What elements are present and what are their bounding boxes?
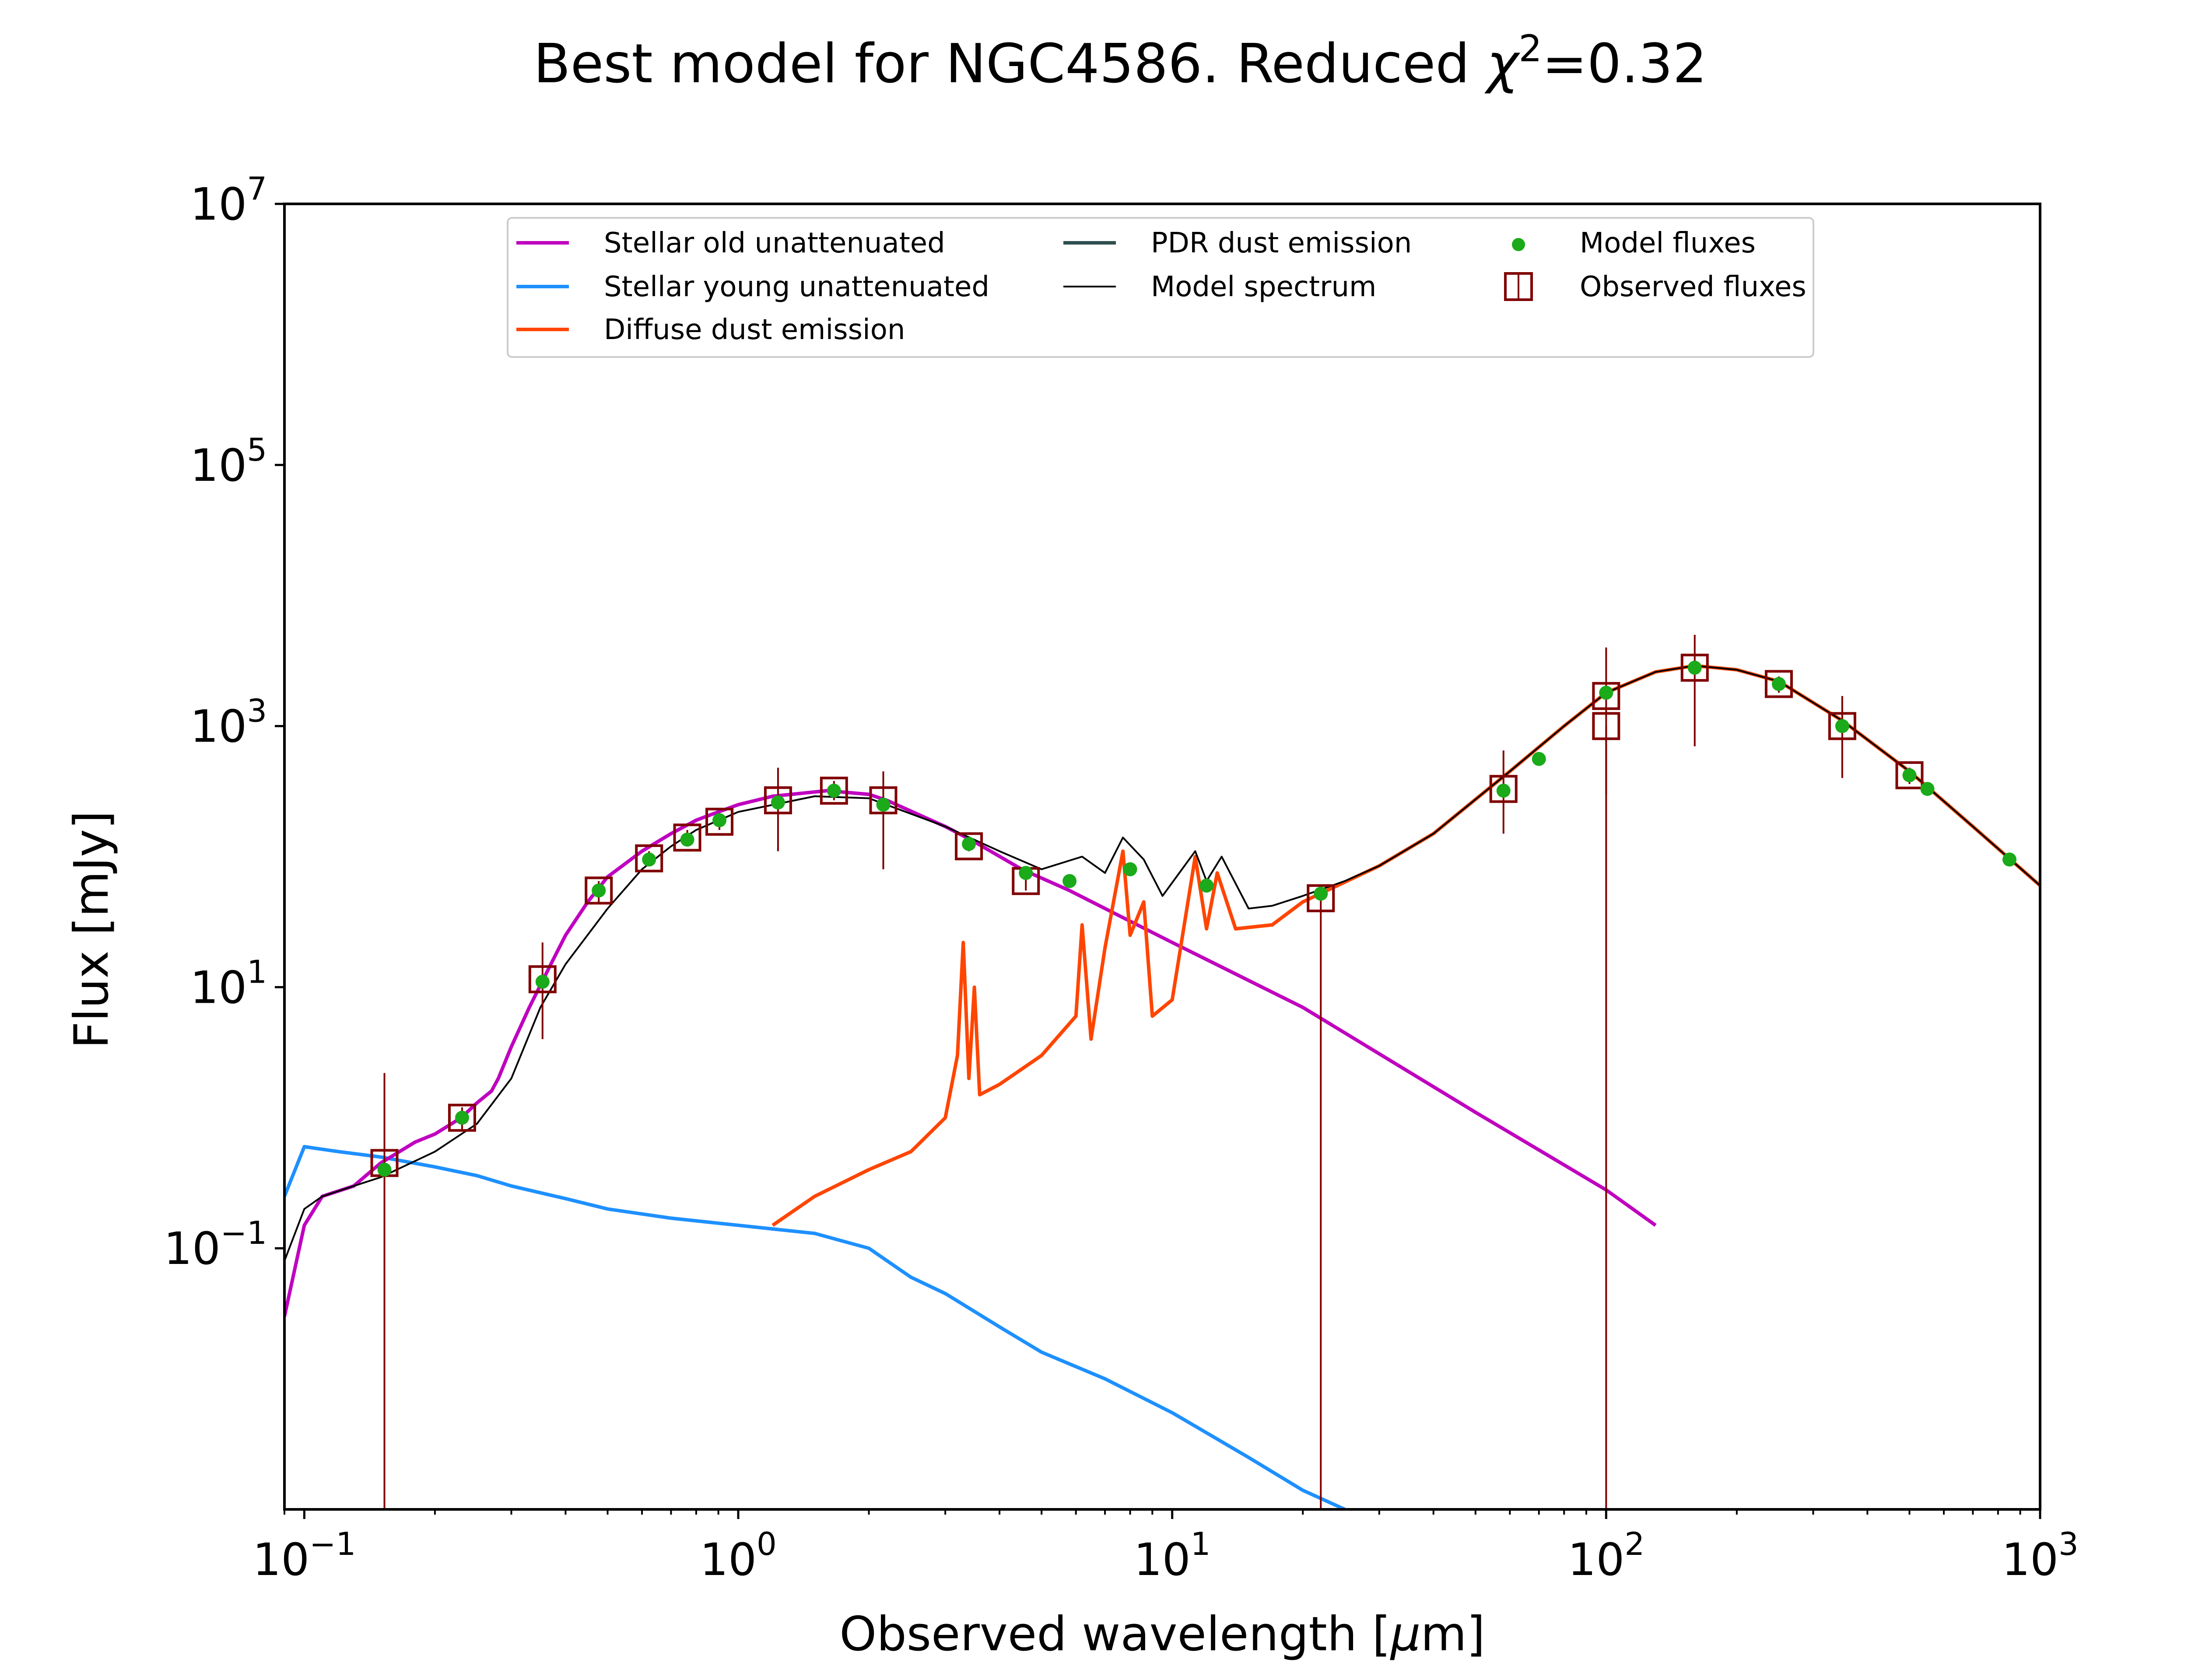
y-tick-label: 107 (190, 170, 267, 231)
x-tick-label: 100 (700, 1526, 777, 1586)
model-flux-point (680, 833, 694, 847)
plot-area (284, 635, 2040, 1509)
observed-flux-point (1489, 775, 1518, 803)
y-tick-label: 101 (190, 953, 267, 1014)
observed-flux-point (585, 876, 613, 905)
model-flux-point (1496, 784, 1511, 798)
legend-label: Stellar old unattenuated (604, 227, 945, 259)
model-flux-point (535, 975, 550, 989)
model-flux-point (1902, 768, 1917, 783)
observed-flux-point (528, 965, 557, 994)
series-lines (284, 664, 2040, 1509)
model-flux-point (1687, 661, 1702, 675)
legend-label: Model spectrum (1151, 271, 1376, 303)
axis-ticks: 10−1 100 101 102 103 10−1 101 103 105 107 (164, 170, 2079, 1586)
series-line-4 (284, 665, 2040, 1261)
model-flux-point (1199, 878, 1214, 893)
model-flux-point (455, 1110, 469, 1125)
legend-label: PDR dust emission (1151, 227, 1412, 259)
model-flux-point (2002, 852, 2017, 867)
observed-flux-point (448, 1103, 476, 1132)
legend-label: Diffuse dust emission (604, 314, 905, 346)
model-flux-point (1599, 686, 1613, 700)
series-line-1 (284, 1145, 1346, 1509)
model-flux-point (377, 1162, 392, 1177)
observed-flux-point (1828, 712, 1856, 740)
model-flux-point (1062, 874, 1077, 888)
model-flux-point (1123, 862, 1137, 876)
observed-flux-point (673, 823, 701, 852)
y-tick-label: 105 (190, 431, 267, 492)
model-flux-point (1835, 719, 1849, 733)
legend-swatch (1512, 238, 1525, 251)
chart-title: Best model for NGC4586. Reduced χ2=0.32 (533, 27, 1707, 95)
observed-flux-point (869, 786, 898, 815)
observed-flux-point (1764, 670, 1793, 698)
observed-flux-point (820, 777, 848, 805)
observed-flux-point (1592, 712, 1620, 740)
model-flux-point (712, 813, 727, 827)
observed-flux-point (1592, 682, 1620, 710)
observed-flux-point (1680, 654, 1709, 682)
x-tick-label: 103 (2002, 1526, 2079, 1586)
legend-label: Stellar young unattenuated (604, 271, 989, 303)
model-flux-point (642, 852, 656, 867)
observed-flux-markers (370, 654, 1924, 1177)
x-tick-label: 10−1 (252, 1526, 356, 1586)
series-line-2 (771, 664, 2040, 1227)
observed-flux-point (1895, 761, 1924, 790)
legend-frame (507, 217, 1814, 358)
observed-flux-point (955, 832, 983, 861)
model-flux-point (1532, 752, 1546, 766)
legend-label: Observed fluxes (1580, 271, 1806, 303)
observed-flux-point (705, 808, 734, 836)
legend: Stellar old unattenuated Stellar young un… (507, 217, 1814, 358)
x-tick-label: 102 (1568, 1526, 1645, 1586)
y-tick-label: 10−1 (164, 1214, 267, 1275)
series-line-0 (284, 789, 1657, 1317)
model-flux-markers (377, 661, 2017, 1177)
error-bars (383, 635, 1911, 1509)
observed-flux-point (764, 786, 792, 815)
x-axis-label: Observed wavelength [μm] (839, 1607, 1485, 1662)
model-flux-point (1019, 866, 1033, 880)
model-flux-point (827, 784, 841, 798)
y-tick-label: 103 (190, 693, 267, 753)
observed-flux-point (635, 844, 663, 872)
x-tick-label: 101 (1134, 1526, 1211, 1586)
model-flux-point (962, 837, 976, 851)
axes-frame (283, 203, 2041, 1511)
model-flux-point (592, 883, 606, 898)
legend-label: Model fluxes (1580, 227, 1756, 259)
model-flux-point (1771, 677, 1786, 691)
model-flux-point (1314, 886, 1328, 901)
y-axis-label: Flux [mJy] (64, 811, 119, 1049)
observed-flux-point (1307, 884, 1335, 913)
model-flux-point (771, 795, 785, 810)
model-flux-point (876, 798, 891, 812)
model-flux-point (1920, 782, 1935, 796)
